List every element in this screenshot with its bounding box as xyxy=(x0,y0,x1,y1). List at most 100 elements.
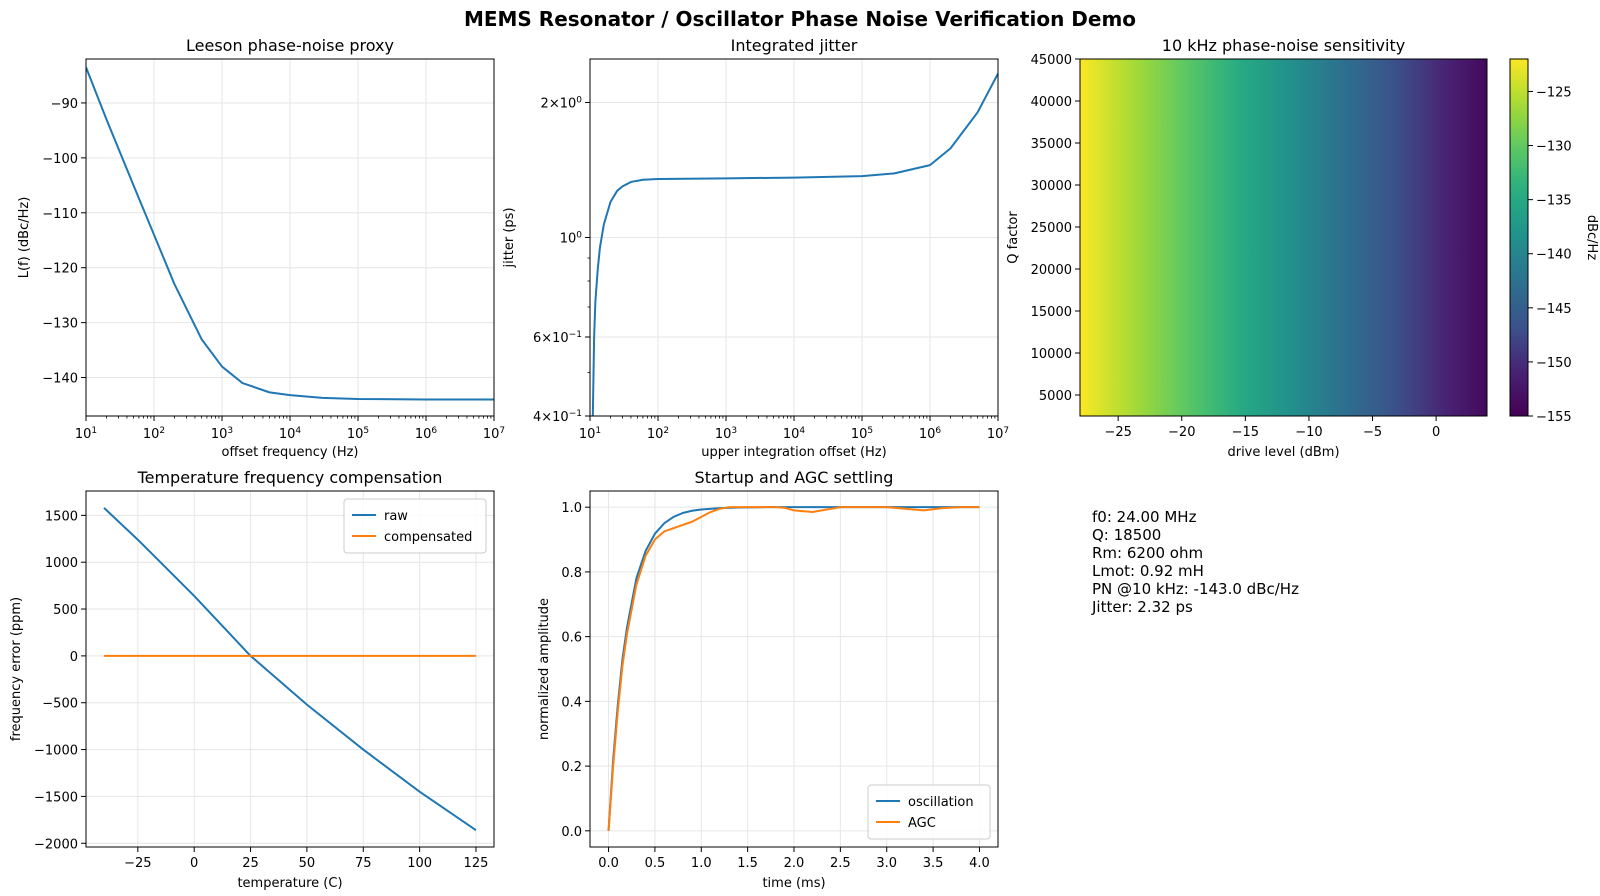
x-tick-label: 104 xyxy=(279,426,302,442)
x-tick-label: −25 xyxy=(1104,425,1131,440)
y-tick-label: −100 xyxy=(42,152,78,167)
y-tick-label: 5000 xyxy=(1039,389,1072,404)
y-tick-label: 20000 xyxy=(1031,263,1072,278)
colorbar-tick-label: −150 xyxy=(1536,356,1572,371)
chart-title: 10 kHz phase-noise sensitivity xyxy=(1162,36,1405,55)
info-jitter: Jitter: 2.32 ps xyxy=(1091,598,1193,616)
y-tick-label: 0.6 xyxy=(561,631,582,646)
info-lmot: Lmot: 0.92 mH xyxy=(1092,562,1204,580)
colorbar-tick-label: −135 xyxy=(1536,194,1572,209)
y-tick-label: 45000 xyxy=(1031,53,1072,68)
legend-entry: raw xyxy=(384,509,408,524)
x-axis-label: offset frequency (Hz) xyxy=(222,445,359,460)
y-tick-label: −110 xyxy=(42,207,78,222)
axes-frame xyxy=(85,490,495,848)
y-tick-label: 15000 xyxy=(1031,305,1072,320)
x-tick-label: 103 xyxy=(211,426,233,442)
legend: raw compensated xyxy=(343,498,487,554)
chart-title: Temperature frequency compensation xyxy=(137,468,443,487)
y-tick-label: 0.8 xyxy=(561,566,582,581)
y-axis-label: normalized amplitude xyxy=(537,598,552,740)
x-tick-label: 25 xyxy=(242,856,259,871)
legend-entry: oscillation xyxy=(908,795,974,810)
legend-entry: AGC xyxy=(908,816,936,831)
x-tick-label: 101 xyxy=(75,426,97,442)
x-tick-label: 107 xyxy=(483,426,505,442)
y-tick-label: 40000 xyxy=(1031,95,1072,110)
series-line-raw xyxy=(103,507,477,831)
x-axis-label: drive level (dBm) xyxy=(1227,445,1339,460)
y-tick-label: 2×100 xyxy=(541,95,583,111)
info-text-block: f0: 24.00 MHz Q: 18500 Rm: 6200 ohm Lmot… xyxy=(1091,508,1299,616)
colorbar-tick-label: −130 xyxy=(1536,140,1572,155)
y-axis-label: L(f) (dBc/Hz) xyxy=(17,197,32,279)
legend-entry: compensated xyxy=(384,530,472,545)
chart-leeson: Leeson phase-noise proxy 101 102 103 104 105 1… xyxy=(17,36,505,460)
x-tick-label: 0 xyxy=(1432,425,1440,440)
x-tick-label: 1.5 xyxy=(737,856,758,871)
x-tick-label: −10 xyxy=(1295,425,1322,440)
x-tick-label: 102 xyxy=(647,426,669,442)
x-tick-label: −5 xyxy=(1363,425,1382,440)
colorbar-tick-label: −155 xyxy=(1536,410,1572,425)
x-tick-label: 2.0 xyxy=(784,856,805,871)
y-tick-label: 1000 xyxy=(45,556,78,571)
info-f0: f0: 24.00 MHz xyxy=(1092,508,1197,526)
y-tick-label: −1500 xyxy=(34,790,78,805)
y-tick-label: 0.0 xyxy=(561,825,582,840)
info-pn: PN @10 kHz: -143.0 dBc/Hz xyxy=(1092,580,1299,598)
y-axis-label: Q factor xyxy=(1006,211,1021,264)
x-tick-label: 75 xyxy=(355,856,372,871)
y-axis-label: jitter (ps) xyxy=(502,207,517,268)
x-tick-label: 0 xyxy=(190,856,198,871)
series-line-leeson xyxy=(86,66,494,401)
y-axis-label: frequency error (ppm) xyxy=(9,597,24,741)
x-tick-label: 0.5 xyxy=(645,856,666,871)
y-tick-label: −500 xyxy=(42,697,78,712)
y-tick-label: 0 xyxy=(70,650,78,665)
x-tick-label: 100 xyxy=(407,856,432,871)
y-tick-label: 25000 xyxy=(1031,221,1072,236)
x-tick-label: 0.0 xyxy=(598,856,619,871)
x-tick-label: 107 xyxy=(987,426,1009,442)
y-tick-label: 0.2 xyxy=(561,760,582,775)
y-tick-label: 30000 xyxy=(1031,179,1072,194)
x-tick-label: 104 xyxy=(783,426,806,442)
y-tick-label: −140 xyxy=(42,372,78,387)
x-tick-label: 3.0 xyxy=(876,856,897,871)
y-tick-label: −2000 xyxy=(34,837,78,852)
info-rm: Rm: 6200 ohm xyxy=(1092,544,1203,562)
x-tick-label: 106 xyxy=(919,426,942,442)
x-tick-label: −25 xyxy=(124,856,151,871)
x-tick-label: 105 xyxy=(347,426,369,442)
y-tick-label: −120 xyxy=(42,262,78,277)
x-tick-label: 106 xyxy=(415,426,438,442)
y-tick-label: 0.4 xyxy=(561,695,582,710)
y-tick-label: −130 xyxy=(42,317,78,332)
y-tick-label: 35000 xyxy=(1031,137,1072,152)
colorbar-tick-label: −145 xyxy=(1536,302,1572,317)
y-tick-label: 1500 xyxy=(45,509,78,524)
series-line-jitter xyxy=(591,73,998,416)
y-tick-label: −90 xyxy=(51,97,78,112)
y-tick-label: 100 xyxy=(560,231,583,247)
x-tick-label: −20 xyxy=(1168,425,1195,440)
x-tick-label: 1.0 xyxy=(691,856,712,871)
x-tick-label: 2.5 xyxy=(830,856,851,871)
colorbar-label: dBc/Hz xyxy=(1584,215,1599,260)
y-tick-label: 1.0 xyxy=(561,501,582,516)
legend: oscillation AGC xyxy=(867,784,991,840)
heatmap-image xyxy=(1080,59,1487,416)
y-tick-label: 4×10−1 xyxy=(533,409,582,425)
figure-title: MEMS Resonator / Oscillator Phase Noise … xyxy=(464,7,1136,31)
y-tick-label: 6×10−1 xyxy=(533,330,582,346)
x-tick-label: 105 xyxy=(851,426,873,442)
chart-heatmap: 10 kHz phase-noise sensitivity −125 −130 −1… xyxy=(1006,36,1599,460)
x-axis-label: time (ms) xyxy=(762,876,825,891)
chart-title: Leeson phase-noise proxy xyxy=(186,36,394,55)
x-axis-label: temperature (C) xyxy=(237,876,342,891)
chart-title: Startup and AGC settling xyxy=(695,468,894,487)
chart-startup: Startup and AGC settling 0.0 0.5 1.0 1.5 2.0 2… xyxy=(537,468,999,891)
x-tick-label: 3.5 xyxy=(923,856,944,871)
